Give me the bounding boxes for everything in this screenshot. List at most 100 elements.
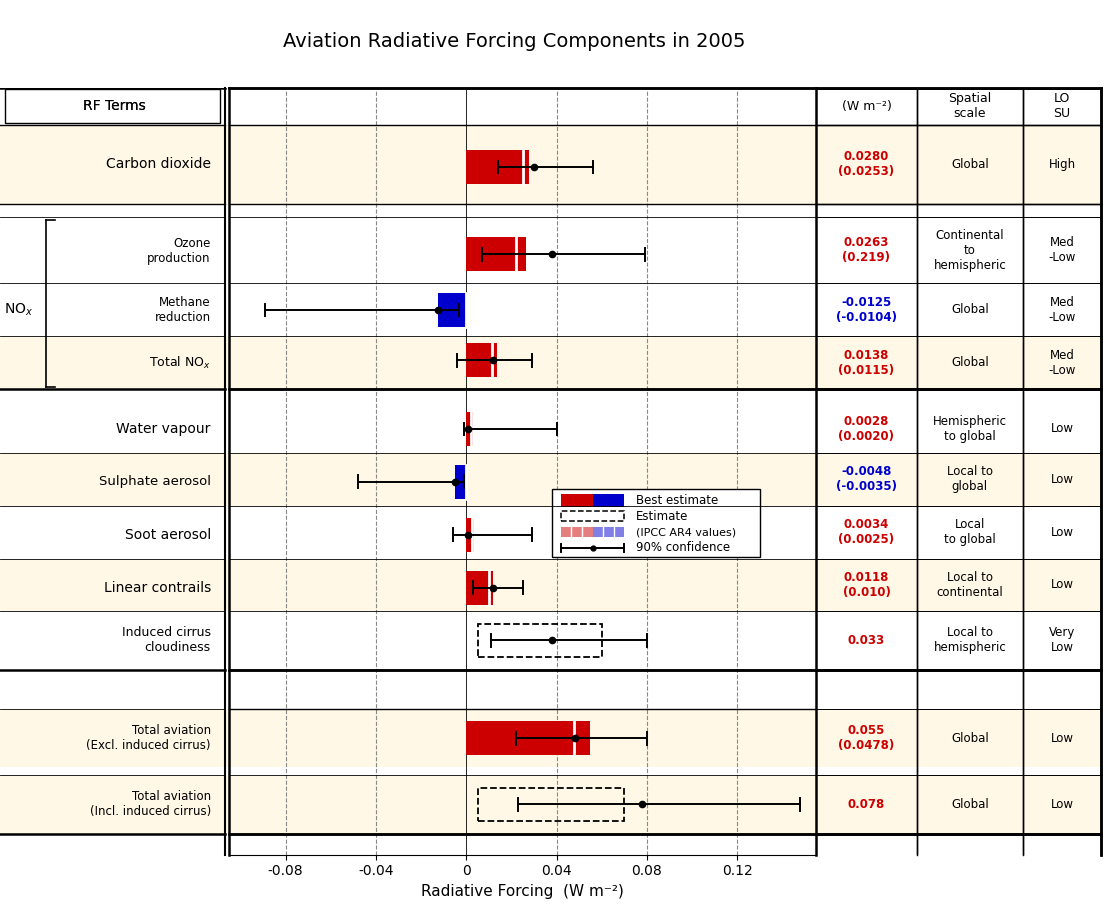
Bar — [0, 775, 229, 833]
Text: Soot aerosol: Soot aerosol — [124, 528, 211, 541]
Bar — [816, 88, 1101, 125]
Bar — [816, 612, 1101, 670]
Bar — [466, 412, 473, 446]
Text: Total NO$_x$: Total NO$_x$ — [149, 355, 211, 371]
Bar — [466, 237, 525, 272]
Bar — [593, 494, 624, 506]
Bar — [0, 453, 229, 505]
Text: Best estimate: Best estimate — [635, 493, 718, 507]
Bar — [477, 787, 624, 821]
Text: 90% confidence: 90% confidence — [635, 541, 730, 554]
Bar — [466, 343, 498, 377]
Text: 0.078: 0.078 — [847, 798, 885, 811]
Bar — [552, 489, 760, 557]
Text: Local to
continental: Local to continental — [937, 571, 1003, 599]
Bar — [4, 90, 220, 123]
Text: Med
-Low: Med -Low — [1049, 237, 1076, 264]
Text: Global: Global — [951, 303, 988, 316]
X-axis label: Radiative Forcing  (W m⁻²): Radiative Forcing (W m⁻²) — [421, 884, 624, 899]
Text: Linear contrails: Linear contrails — [104, 580, 211, 595]
Bar — [229, 505, 816, 558]
Text: 0.0138
(0.0115): 0.0138 (0.0115) — [838, 349, 894, 377]
Text: Global: Global — [951, 357, 988, 370]
Bar — [593, 527, 624, 538]
Text: 0.033: 0.033 — [847, 634, 885, 647]
Bar — [466, 722, 590, 755]
Bar — [0, 88, 229, 125]
Text: (IPCC AR4 values): (IPCC AR4 values) — [635, 527, 736, 537]
Bar — [816, 453, 1101, 505]
Bar — [561, 527, 593, 538]
Bar — [466, 525, 472, 545]
Text: Low: Low — [1051, 526, 1073, 539]
Text: Induced cirrus
cloudiness: Induced cirrus cloudiness — [122, 626, 211, 654]
Text: Local to
hemispheric: Local to hemispheric — [934, 626, 1006, 654]
Bar — [229, 453, 816, 505]
Bar — [0, 710, 229, 768]
Bar — [229, 284, 816, 336]
Text: Local
to global: Local to global — [944, 518, 996, 546]
Bar — [229, 88, 816, 125]
Bar — [561, 494, 593, 506]
Text: (W m⁻²): (W m⁻²) — [842, 100, 891, 113]
Text: Methane
reduction: Methane reduction — [154, 296, 211, 324]
Text: Low: Low — [1051, 732, 1073, 745]
Bar — [816, 710, 1101, 768]
Bar — [0, 336, 229, 389]
Text: -0.0048
(-0.0035): -0.0048 (-0.0035) — [836, 465, 897, 493]
Text: Low: Low — [1051, 578, 1073, 591]
Text: Estimate: Estimate — [635, 510, 688, 523]
Bar — [816, 217, 1101, 284]
Bar — [0, 125, 229, 204]
Bar — [458, 471, 466, 492]
Bar — [438, 293, 466, 327]
Bar — [0, 612, 229, 670]
Text: NO$_x$: NO$_x$ — [3, 302, 34, 318]
Text: Low: Low — [1051, 473, 1073, 486]
Text: 0.0028
(0.0020): 0.0028 (0.0020) — [838, 415, 894, 443]
Text: Local to
global: Local to global — [947, 465, 993, 493]
Bar — [561, 511, 624, 521]
Text: 0.0263
(0.219): 0.0263 (0.219) — [843, 237, 890, 264]
Bar — [816, 558, 1101, 612]
Text: Water vapour: Water vapour — [116, 422, 211, 436]
Bar — [229, 558, 816, 612]
Bar — [229, 710, 816, 768]
Bar — [229, 612, 816, 670]
Bar — [466, 419, 471, 439]
Text: RF Terms: RF Terms — [83, 99, 146, 114]
Bar — [466, 350, 492, 371]
Text: 0.055
(0.0478): 0.055 (0.0478) — [838, 724, 894, 752]
Bar — [816, 775, 1101, 833]
Text: LO
SU: LO SU — [1053, 92, 1071, 120]
Bar — [229, 775, 816, 833]
Text: Med
-Low: Med -Low — [1049, 296, 1076, 324]
Text: Global: Global — [951, 158, 988, 171]
Text: 0.0118
(0.010): 0.0118 (0.010) — [843, 571, 890, 599]
Bar — [0, 405, 229, 453]
Text: Aviation Radiative Forcing Components in 2005: Aviation Radiative Forcing Components in… — [283, 32, 746, 51]
Text: Hemispheric
to global: Hemispheric to global — [932, 415, 1007, 443]
Bar — [466, 578, 489, 598]
Bar — [816, 505, 1101, 558]
Bar — [816, 336, 1101, 389]
Text: Low: Low — [1051, 422, 1073, 435]
Bar — [0, 505, 229, 558]
Text: Continental
to
hemispheric: Continental to hemispheric — [934, 229, 1006, 272]
Text: Med
-Low: Med -Low — [1049, 349, 1076, 377]
Text: Global: Global — [951, 798, 988, 811]
Bar — [0, 284, 229, 336]
Bar — [229, 336, 816, 389]
Bar — [466, 157, 523, 177]
Text: Sulphate aerosol: Sulphate aerosol — [98, 475, 211, 488]
Text: Very
Low: Very Low — [1049, 626, 1076, 654]
Bar — [229, 217, 816, 284]
Text: 0.0034
(0.0025): 0.0034 (0.0025) — [838, 518, 894, 546]
Bar — [0, 558, 229, 612]
Bar — [477, 624, 601, 657]
Text: Total aviation
(Incl. induced cirrus): Total aviation (Incl. induced cirrus) — [89, 790, 211, 819]
Bar — [443, 299, 466, 320]
Bar — [229, 125, 816, 204]
Text: Carbon dioxide: Carbon dioxide — [106, 157, 211, 172]
Text: Global: Global — [951, 732, 988, 745]
